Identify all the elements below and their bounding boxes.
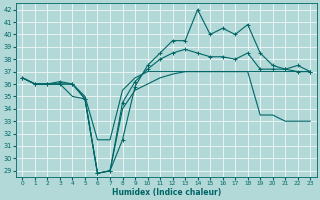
X-axis label: Humidex (Indice chaleur): Humidex (Indice chaleur): [112, 188, 221, 197]
